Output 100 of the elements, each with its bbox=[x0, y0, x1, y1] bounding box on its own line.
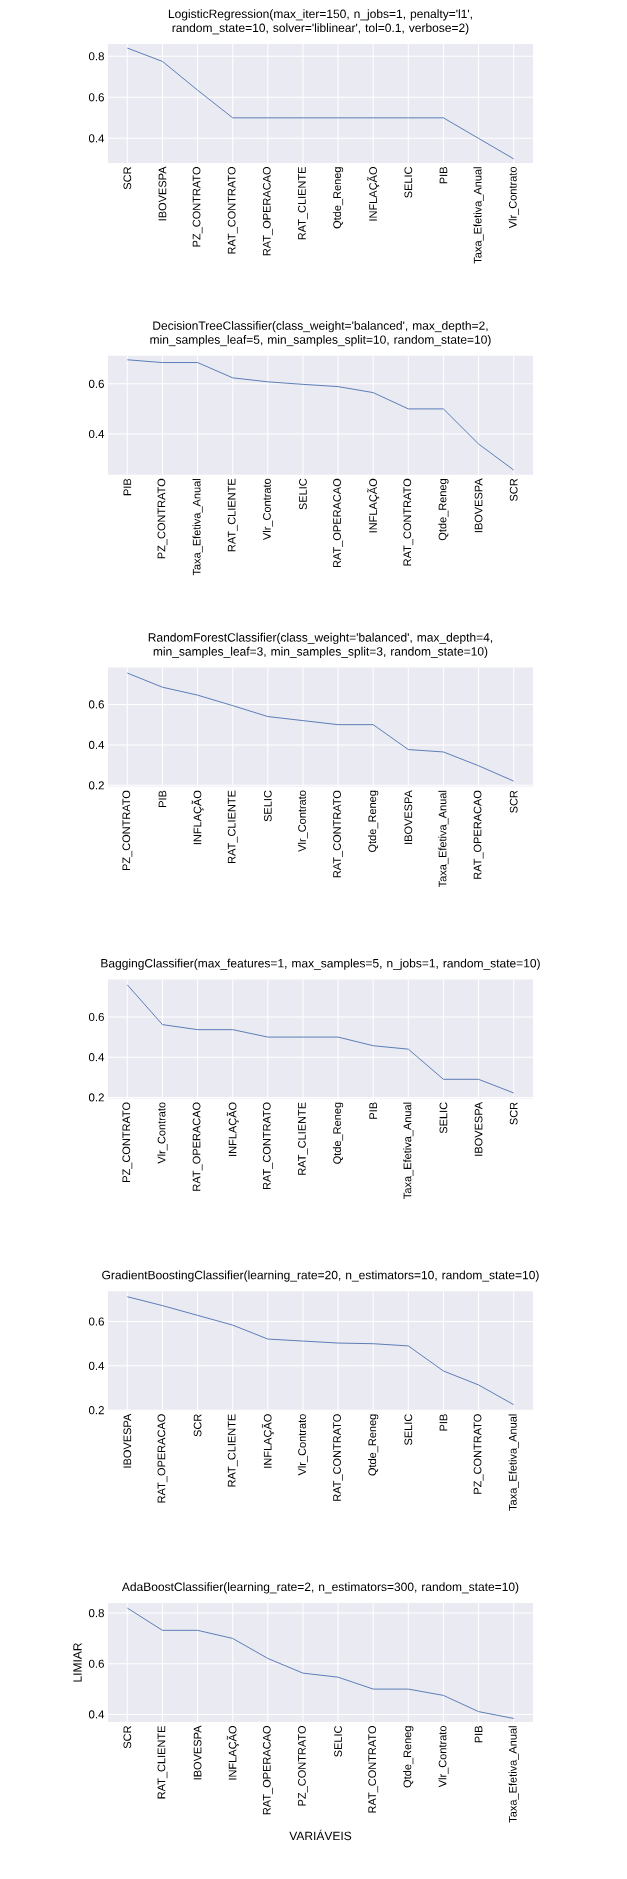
x-tick-label: PIB bbox=[474, 1726, 483, 1743]
x-tick-label: Vlr_Contrato bbox=[262, 478, 273, 541]
chart-title: DecisionTreeClassifier(class_weight='balanced', max_depth=2, min_samples_leaf=5, min_samples_split=10, random_state=10) bbox=[150, 321, 491, 347]
x-tick-label: PIB bbox=[439, 1414, 448, 1431]
x-tick-label: SCR bbox=[509, 1102, 518, 1125]
chart-title: GradientBoostingClassifier(learning_rate=20, n_estimators=10, random_state=10) bbox=[102, 1270, 539, 1282]
x-tick-label: PZ_CONTRATO bbox=[157, 478, 168, 559]
line-series bbox=[126, 672, 515, 782]
chart-title: BaggingClassifier(max_features=1, max_samples=5, n_jobs=1, random_state=10) bbox=[101, 958, 540, 970]
x-tick-label: SCR bbox=[509, 478, 518, 502]
x-tick-label: INFLAÇÃO bbox=[226, 1726, 239, 1780]
chart-title: RandomForestClassifier(class_weight='balanced', max_depth=4, min_samples_leaf=3, min_samples_split=3, random_state=10) bbox=[148, 632, 493, 659]
x-tick-label: RAT_CLIENTE bbox=[298, 167, 308, 240]
x-tick-label: RAT_CLIENTE bbox=[227, 790, 238, 863]
x-tick-label: Taxa_Efetiva_Anual bbox=[508, 1414, 519, 1511]
x-tick-label: RAT_OPERACAO bbox=[262, 1726, 273, 1815]
x-tick-label: Vlr_Contrato bbox=[508, 166, 519, 229]
x-tick-label: IBOVESPA bbox=[474, 478, 483, 533]
x-tick-label: RAT_OPERACAO bbox=[473, 790, 484, 879]
y-tick-label: 0.6 bbox=[88, 700, 104, 709]
x-tick-label: PIB bbox=[123, 478, 132, 496]
y-tick-label: 0.6 bbox=[88, 1659, 104, 1668]
x-tick-label: RAT_CLIENTE bbox=[157, 1726, 168, 1799]
y-tick-label: 0.4 bbox=[88, 1053, 105, 1062]
line-series bbox=[126, 1607, 515, 1719]
x-tick-label: RAT_CLIENTE bbox=[227, 1414, 238, 1487]
x-tick-label: PZ_CONTRATO bbox=[298, 1726, 308, 1806]
x-tick-label: INFLAÇÃO bbox=[226, 1102, 239, 1156]
x-tick-label: INFLAÇÃO bbox=[367, 167, 380, 221]
x-tick-label: SELIC bbox=[404, 166, 413, 198]
y-tick-label: 0.8 bbox=[88, 52, 104, 61]
y-tick-label: 0.2 bbox=[88, 1406, 104, 1415]
x-tick-label: IBOVESPA bbox=[474, 1101, 483, 1156]
x-tick-label: SELIC bbox=[404, 1414, 413, 1446]
x-tick-label: RAT_OPERACAO bbox=[192, 1102, 203, 1191]
x-tick-label: RAT_CLIENTE bbox=[298, 1102, 308, 1175]
x-tick-label: RAT_OPERACAO bbox=[262, 167, 273, 256]
y-tick-label: 0.6 bbox=[88, 1317, 104, 1326]
x-tick-label: Vlr_Contrato bbox=[438, 1726, 449, 1788]
x-tick-label: Vlr_Contrato bbox=[297, 1414, 309, 1476]
x-tick-label: Vlr_Contrato bbox=[157, 1102, 168, 1164]
x-tick-label: SELIC bbox=[334, 1725, 342, 1757]
x-tick-label: Taxa_Efetiva_Anual bbox=[473, 167, 484, 264]
y-tick-label: 0.6 bbox=[88, 379, 104, 388]
x-tick-label: INFLAÇÃO bbox=[191, 790, 204, 845]
x-tick-label: Qtde_Reneg bbox=[368, 1414, 379, 1476]
y-tick-label: 0.4 bbox=[88, 134, 105, 143]
x-tick-label: Qtde_Reneg bbox=[332, 1102, 344, 1164]
y-tick-label: 0.2 bbox=[88, 1093, 104, 1102]
x-tick-label: PZ_CONTRATO bbox=[122, 790, 133, 871]
x-tick-label: IBOVESPA bbox=[404, 790, 413, 844]
x-tick-label: Vlr_Contrato bbox=[297, 790, 309, 852]
x-tick-label: IBOVESPA bbox=[158, 166, 167, 221]
y-tick-label: 0.4 bbox=[88, 1710, 105, 1719]
x-tick-label: PZ_CONTRATO bbox=[122, 1102, 133, 1182]
x-tick-label: SCR bbox=[123, 1726, 132, 1749]
x-tick-label: PZ_CONTRATO bbox=[473, 1414, 484, 1494]
x-tick-label: INFLAÇÃO bbox=[367, 478, 380, 533]
x-tick-label: PIB bbox=[158, 790, 167, 807]
y-tick-label: 0.4 bbox=[88, 429, 105, 439]
x-tick-label: INFLAÇÃO bbox=[261, 1414, 274, 1468]
x-tick-label: SELIC bbox=[299, 478, 307, 510]
x-tick-label: PZ_CONTRATO bbox=[192, 167, 203, 247]
chart-title: LogisticRegression(max_iter=150, n_jobs=1, penalty='l1', random_state=10, solver='liblinear', tol=0.1, verbose=2) bbox=[168, 9, 472, 35]
y-tick-label: 0.4 bbox=[88, 740, 105, 749]
y-tick-label: 0.8 bbox=[88, 1609, 104, 1618]
x-tick-label: RAT_CONTRATO bbox=[262, 1102, 273, 1190]
x-tick-label: Taxa_Efetiva_Anual bbox=[403, 1102, 414, 1199]
x-tick-label: RAT_OPERACAO bbox=[333, 478, 343, 568]
x-tick-label: Qtde_Reneg bbox=[332, 167, 344, 229]
y-tick-label: 0.4 bbox=[88, 1361, 105, 1370]
x-tick-label: RAT_CLIENTE bbox=[227, 478, 238, 552]
x-tick-label: RAT_CONTRATO bbox=[333, 790, 343, 878]
y-axis-title: LIMIAR bbox=[73, 1643, 82, 1682]
x-tick-label: Qtde_Reneg bbox=[403, 1726, 414, 1788]
x-tick-label: Taxa_Efetiva_Anual bbox=[508, 1726, 519, 1823]
x-tick-label: SCR bbox=[123, 167, 132, 190]
x-tick-label: IBOVESPA bbox=[123, 1413, 132, 1468]
x-tick-label: Qtde_Reneg bbox=[438, 479, 449, 541]
x-tick-label: SELIC bbox=[439, 1102, 448, 1134]
x-tick-label: SCR bbox=[509, 790, 518, 813]
x-tick-label: Taxa_Efetiva_Anual bbox=[192, 479, 203, 576]
x-tick-label: RAT_OPERACAO bbox=[157, 1414, 168, 1503]
x-tick-label: RAT_CONTRATO bbox=[333, 1414, 343, 1501]
x-tick-label: PIB bbox=[369, 1102, 377, 1119]
x-tick-label: PIB bbox=[439, 167, 448, 184]
x-tick-label: Qtde_Reneg bbox=[368, 790, 379, 852]
x-tick-label: RAT_CONTRATO bbox=[368, 1726, 379, 1813]
y-tick-label: 0.6 bbox=[88, 93, 104, 102]
x-tick-label: SELIC bbox=[263, 790, 272, 822]
x-tick-label: IBOVESPA bbox=[193, 1725, 202, 1780]
chart-title: AdaBoostClassifier(learning_rate=2, n_estimators=300, random_state=10) bbox=[121, 1582, 519, 1594]
y-tick-label: 0.2 bbox=[88, 781, 104, 790]
x-tick-label: RAT_CONTRATO bbox=[227, 167, 238, 254]
x-tick-label: RAT_CONTRATO bbox=[403, 478, 414, 566]
x-tick-label: SCR bbox=[193, 1414, 202, 1437]
y-tick-label: 0.6 bbox=[88, 1012, 104, 1022]
x-axis-title: VARIÁVEIS bbox=[289, 1829, 352, 1841]
line-series bbox=[126, 359, 515, 471]
line-series bbox=[126, 1296, 515, 1406]
